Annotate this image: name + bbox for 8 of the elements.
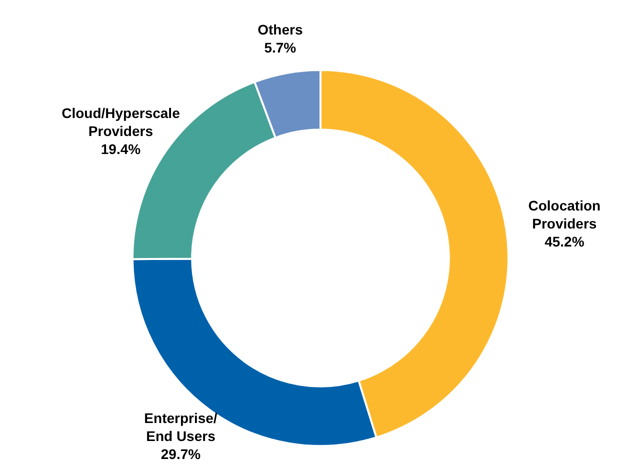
slice-label: Others bbox=[258, 21, 303, 38]
slice-label: Colocation Providers bbox=[528, 198, 601, 232]
data-label: 19.4% bbox=[100, 140, 142, 157]
data-label: 45.2% bbox=[544, 234, 585, 250]
slice-label: Cloud/Hyperscale Providers bbox=[62, 104, 180, 139]
data-label: 5.7% bbox=[264, 39, 297, 56]
data-label: 29.7% bbox=[160, 446, 202, 462]
slice-label: Enterprise/ End Users bbox=[144, 410, 218, 444]
